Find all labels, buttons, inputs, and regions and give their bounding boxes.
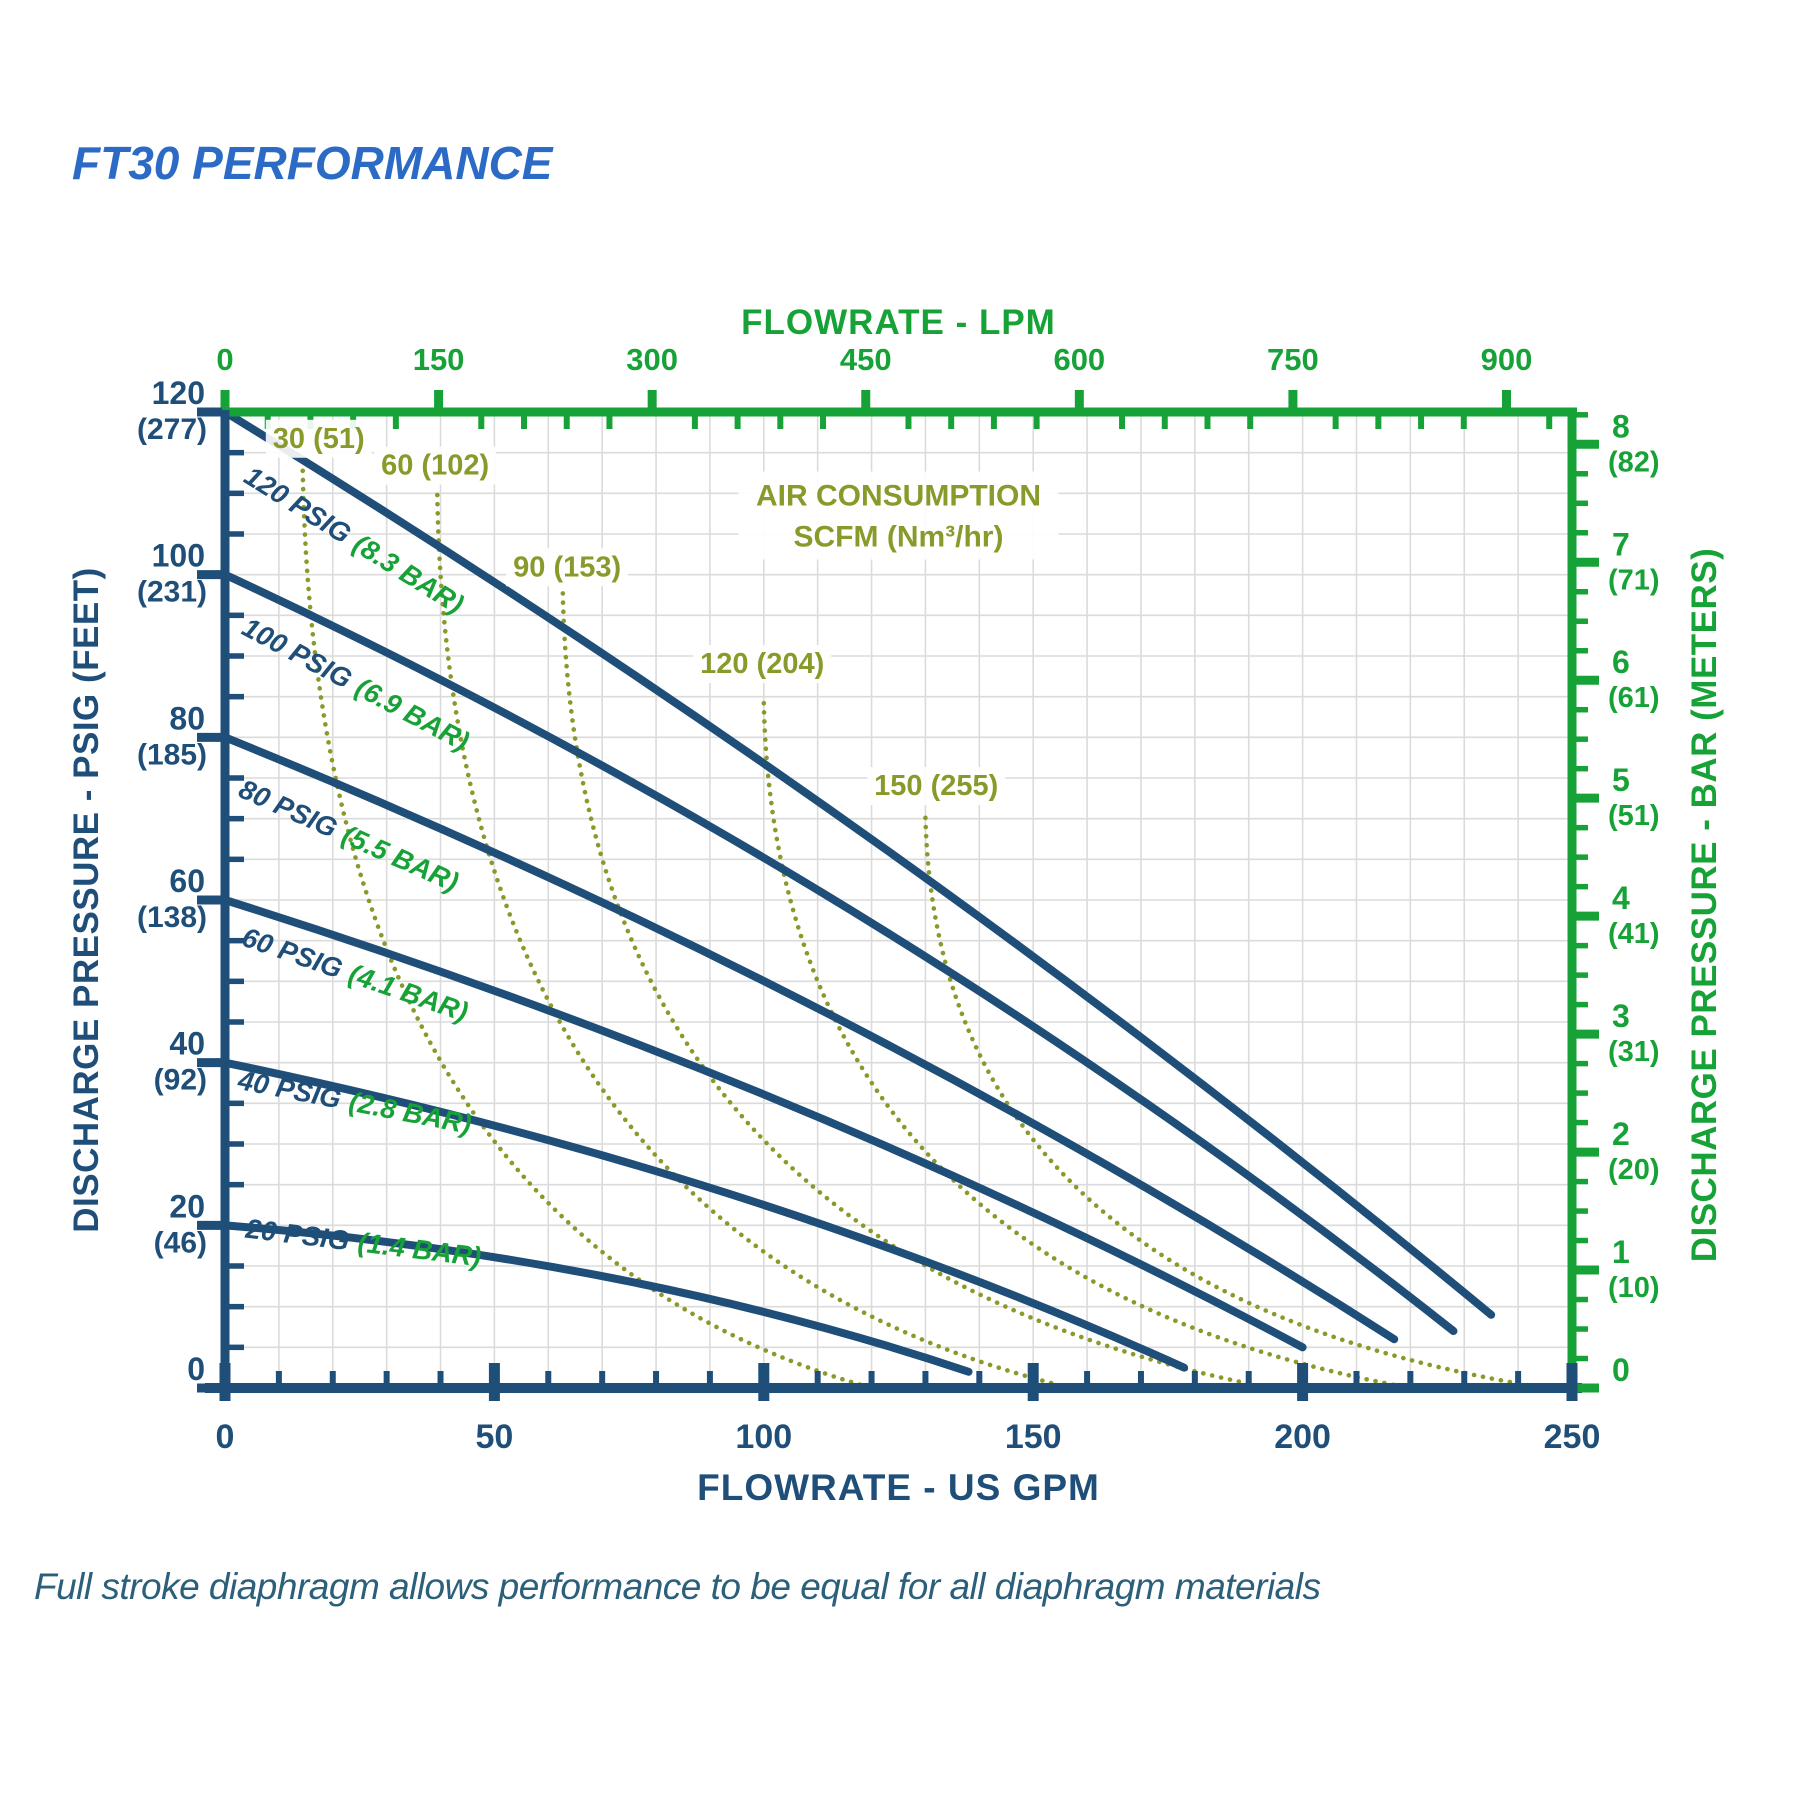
axes-layer bbox=[197, 390, 1599, 1401]
left-tick-sublabel: (185) bbox=[137, 738, 207, 771]
right-tick-label: 8 bbox=[1612, 408, 1630, 444]
curve-bar-text: (8.3 BAR) bbox=[348, 528, 469, 620]
curve-psig-text: 120 PSIG bbox=[239, 460, 357, 549]
left-tick-label: 100 bbox=[152, 538, 205, 574]
top-tick-label: 450 bbox=[840, 342, 892, 377]
right-tick-sublabel: (31) bbox=[1608, 1036, 1660, 1068]
curve-psig-text: 20 PSIG bbox=[243, 1213, 351, 1257]
air-consumption-label: 120 (204) bbox=[700, 648, 824, 680]
right-tick-sublabel: (41) bbox=[1608, 918, 1660, 950]
air-consumption-label-group: 150 (255) bbox=[867, 767, 1006, 806]
left-tick-sublabel: (277) bbox=[137, 413, 207, 446]
left-tick-label: 120 bbox=[152, 375, 205, 411]
left-tick-sublabel: (92) bbox=[154, 1064, 207, 1097]
left-axis-title: DISCHARGE PRESSURE - PSIG (FEET) bbox=[67, 567, 106, 1233]
pressure-curve-100-psig bbox=[221, 570, 1458, 1336]
right-tick-sublabel: (10) bbox=[1608, 1272, 1660, 1304]
air-heading-line1: AIR CONSUMPTION bbox=[756, 480, 1041, 513]
pressure-curve-80-psig bbox=[221, 733, 1399, 1344]
air-consumption-label: 150 (255) bbox=[874, 770, 998, 802]
bottom-axis-title: FLOWRATE - US GPM bbox=[697, 1467, 1100, 1508]
air-consumption-heading: AIR CONSUMPTION SCFM (Nm³/hr) bbox=[738, 471, 1059, 560]
top-axis-title: FLOWRATE - LPM bbox=[741, 303, 1056, 342]
air-consumption-label-group: 60 (102) bbox=[374, 446, 497, 485]
air-label-background bbox=[506, 548, 629, 587]
top-tick-label: 900 bbox=[1481, 342, 1533, 377]
left-tick-sublabel: (46) bbox=[154, 1226, 207, 1259]
right-tick-sublabel: (51) bbox=[1608, 800, 1660, 832]
right-tick-label: 2 bbox=[1612, 1116, 1630, 1152]
air-consumption-lines-layer bbox=[300, 459, 1548, 1391]
footnote: Full stroke diaphragm allows performance… bbox=[34, 1566, 1321, 1607]
right-tick-label: 7 bbox=[1612, 526, 1630, 562]
right-tick-sublabel: (82) bbox=[1608, 446, 1660, 478]
bottom-tick-label: 50 bbox=[475, 1418, 513, 1456]
curve-psig-text: 100 PSIG bbox=[237, 611, 357, 694]
left-tick-label: 60 bbox=[169, 863, 205, 899]
left-tick-label: 40 bbox=[169, 1026, 205, 1062]
air-consumption-label-group: 30 (51) bbox=[265, 419, 372, 458]
air-consumption-line-90-scfm bbox=[560, 591, 1273, 1391]
bottom-tick-label: 250 bbox=[1544, 1418, 1601, 1456]
pressure-curve-60-psig bbox=[221, 896, 1307, 1352]
pressure-curves-layer bbox=[221, 408, 1496, 1376]
right-tick-label: 0 bbox=[1612, 1352, 1630, 1388]
pressure-curve-label-40-psig: 40 PSIG (2.8 BAR) bbox=[235, 1064, 474, 1140]
right-tick-sublabel: (61) bbox=[1608, 682, 1660, 714]
bottom-tick-label: 200 bbox=[1274, 1418, 1331, 1456]
right-axis-title: DISCHARGE PRESSURE - BAR (METERS) bbox=[1685, 548, 1724, 1263]
air-label-background bbox=[265, 419, 372, 458]
left-tick-label: 80 bbox=[169, 700, 205, 736]
air-heading-line2: SCFM (Nm³/hr) bbox=[794, 521, 1004, 554]
right-tick-sublabel: (71) bbox=[1608, 564, 1660, 596]
air-consumption-label: 90 (153) bbox=[513, 551, 621, 583]
left-tick-label: 0 bbox=[187, 1351, 205, 1387]
left-tick-sublabel: (138) bbox=[137, 901, 207, 934]
page-title: FT30 PERFORMANCE bbox=[72, 137, 553, 189]
top-tick-label: 0 bbox=[216, 342, 233, 377]
curve-psig-text: 40 PSIG bbox=[235, 1064, 344, 1114]
top-tick-label: 600 bbox=[1053, 342, 1105, 377]
air-label-background bbox=[867, 767, 1006, 806]
air-label-background bbox=[693, 645, 832, 684]
pressure-curve-120-psig bbox=[221, 408, 1496, 1319]
top-tick-label: 300 bbox=[626, 342, 678, 377]
pressure-curve-40-psig bbox=[221, 1058, 1189, 1372]
bottom-tick-label: 100 bbox=[735, 1418, 792, 1456]
top-tick-label: 750 bbox=[1267, 342, 1319, 377]
right-tick-label: 4 bbox=[1612, 880, 1630, 916]
air-consumption-label-group: 120 (204) bbox=[693, 645, 832, 684]
top-tick-label: 150 bbox=[413, 342, 465, 377]
right-tick-label: 1 bbox=[1612, 1234, 1630, 1270]
air-consumption-line-60-scfm bbox=[434, 492, 1074, 1391]
right-tick-label: 6 bbox=[1612, 644, 1630, 680]
air-label-background bbox=[374, 446, 497, 485]
left-tick-label: 20 bbox=[169, 1188, 205, 1224]
pressure-curve-20-psig bbox=[221, 1221, 973, 1376]
air-consumption-label: 30 (51) bbox=[273, 423, 365, 455]
air-consumption-label-group: 90 (153) bbox=[506, 548, 629, 587]
curve-psig-text: 80 PSIG bbox=[234, 773, 342, 844]
bottom-tick-label: 150 bbox=[1005, 1418, 1062, 1456]
right-tick-label: 3 bbox=[1612, 998, 1630, 1034]
air-consumption-label: 60 (102) bbox=[381, 450, 489, 482]
curve-bar-text: (2.8 BAR) bbox=[347, 1086, 474, 1140]
air-heading-background bbox=[738, 471, 1059, 560]
left-tick-sublabel: (231) bbox=[137, 576, 207, 609]
curve-bar-text: (4.1 BAR) bbox=[345, 958, 472, 1028]
air-consumption-line-30-scfm bbox=[300, 459, 874, 1391]
right-tick-sublabel: (20) bbox=[1608, 1154, 1660, 1186]
bottom-tick-label: 0 bbox=[216, 1418, 235, 1456]
right-tick-label: 5 bbox=[1612, 762, 1630, 798]
